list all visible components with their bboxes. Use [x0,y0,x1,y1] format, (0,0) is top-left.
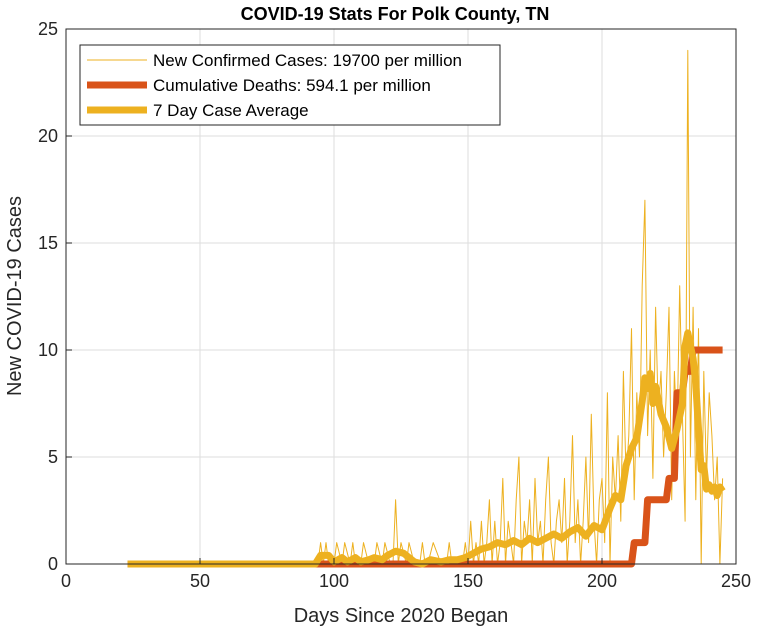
legend: New Confirmed Cases: 19700 per million Cu… [79,44,501,126]
y-tick-label: 20 [38,126,58,146]
y-tick-label: 25 [38,19,58,39]
legend-entry-1: Cumulative Deaths: 594.1 per million [153,76,431,95]
x-tick-label: 0 [61,571,71,591]
y-axis: 0 5 10 15 20 25 [38,19,72,574]
x-axis: 0 50 100 150 200 250 [61,558,751,591]
x-tick-label: 200 [587,571,617,591]
x-axis-label: Days Since 2020 Began [294,605,509,627]
x-tick-label: 150 [453,571,483,591]
legend-box [79,44,501,126]
y-axis-label: New COVID-19 Cases [4,196,26,396]
x-tick-label: 100 [319,571,349,591]
series-line-2 [127,329,726,568]
y-tick-label: 5 [48,447,58,467]
legend-entry-0: New Confirmed Cases: 19700 per million [153,51,462,70]
y-tick-label: 0 [48,554,58,574]
x-tick-label: 50 [190,571,210,591]
y-tick-label: 15 [38,233,58,253]
x-tick-label: 250 [721,571,751,591]
plot-frame [65,28,737,565]
series-layer [127,49,726,568]
y-tick-label: 10 [38,340,58,360]
legend-entry-2: 7 Day Case Average [153,101,309,120]
chart-title: COVID-19 Stats For Polk County, TN [241,4,550,24]
series-line-1 [127,346,723,568]
